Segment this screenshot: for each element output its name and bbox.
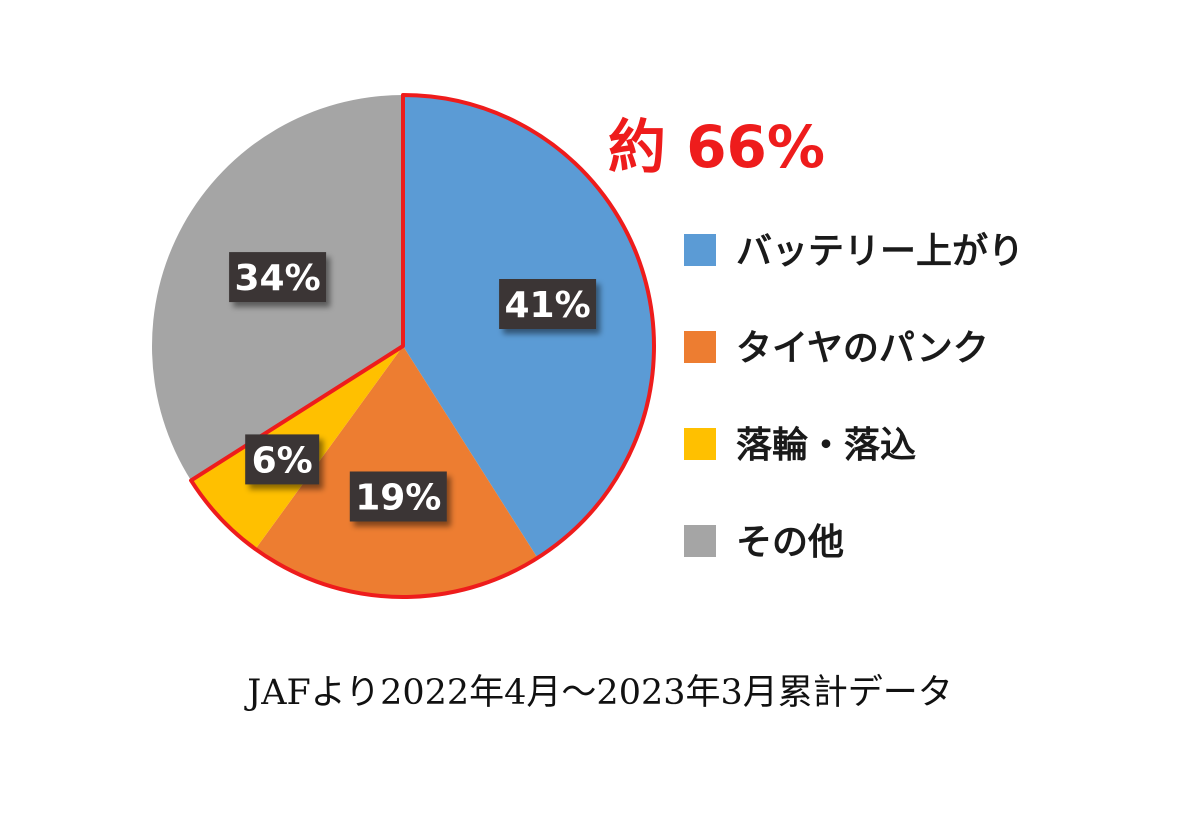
legend-label: 落輪・落込 [736,424,916,466]
data-label-text: 19% [355,478,441,519]
source-caption: JAFより2022年4月～2023年3月累計データ [247,673,953,713]
legend-label: その他 [736,522,844,563]
legend-item: その他 [684,522,844,563]
legend-swatch [684,234,716,266]
legend-swatch [684,331,716,363]
legend-swatch [684,428,716,460]
highlight-annotation: 約 66% [608,113,825,181]
data-label-box [349,471,447,522]
data-label-4: 34% [229,252,327,303]
legend-item: タイヤのパンク [684,328,989,369]
data-label-text: 6% [252,440,313,481]
data-label-text: 41% [505,285,591,326]
pie-slice-2 [255,346,538,597]
data-label-1: 41% [499,279,597,329]
data-label-text: 34% [235,258,321,299]
data-label-box [229,252,327,303]
data-label-2: 19% [349,471,447,522]
legend-label: タイヤのパンク [736,328,989,369]
legend-item: バッテリー上がり [684,231,1024,272]
data-label-box [499,279,597,329]
data-label-3: 6% [245,434,320,485]
legend-label: バッテリー上がり [736,231,1024,272]
highlight-outline [189,93,656,599]
legend-item: 落輪・落込 [684,424,916,466]
legend-swatch [684,525,716,557]
data-label-box [245,434,320,485]
